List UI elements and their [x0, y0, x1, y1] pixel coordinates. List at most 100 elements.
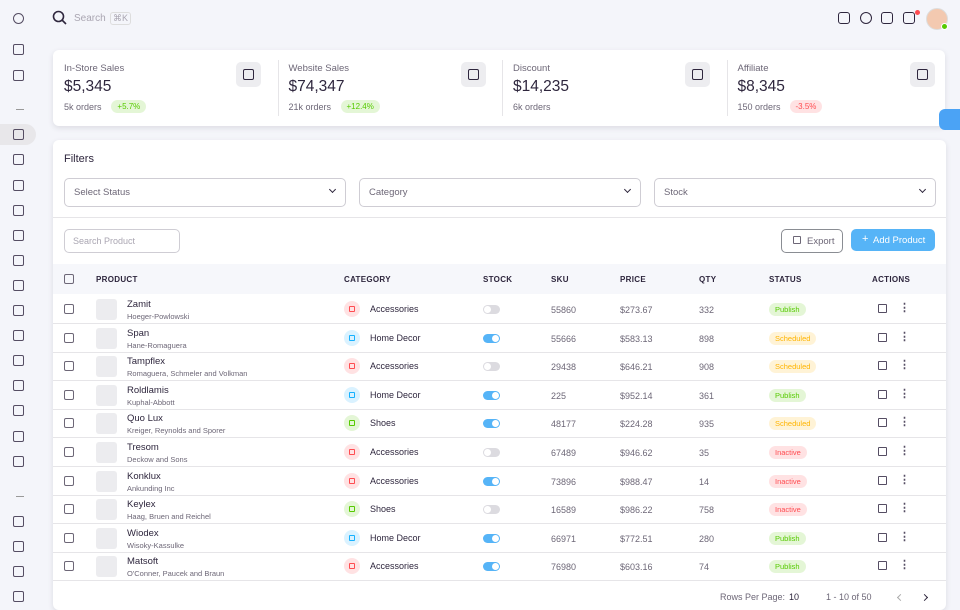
range: 1 - 10 of 50 — [826, 592, 872, 602]
edit-button[interactable] — [878, 475, 887, 485]
edit-button[interactable] — [878, 504, 887, 514]
more-button[interactable]: ⋮ — [899, 559, 910, 572]
product-search[interactable]: Search Product — [64, 229, 180, 253]
more-button[interactable]: ⋮ — [899, 445, 910, 457]
nav-icon[interactable] — [13, 70, 24, 81]
nav-icon[interactable] — [13, 330, 24, 341]
nav-icon[interactable] — [13, 44, 24, 55]
status-badge: Publish — [769, 303, 806, 316]
checkbox[interactable] — [64, 389, 74, 400]
product-image — [96, 499, 117, 521]
checkbox[interactable] — [64, 475, 74, 486]
more-button[interactable]: ⋮ — [899, 330, 910, 343]
more-button[interactable]: ⋮ — [899, 530, 910, 543]
checkbox[interactable] — [64, 561, 74, 572]
nav-icon[interactable] — [13, 280, 24, 291]
nav-icon[interactable] — [13, 541, 24, 552]
edit-button[interactable] — [878, 447, 887, 456]
stock-toggle[interactable] — [483, 305, 500, 314]
product-name: Tampflex — [127, 356, 166, 368]
checkbox[interactable] — [64, 447, 74, 457]
nav-icon[interactable] — [13, 305, 24, 316]
select[interactable]: Stock — [654, 178, 936, 207]
search-input[interactable]: Search — [74, 13, 106, 24]
product-image — [96, 442, 117, 463]
edit-button[interactable] — [878, 561, 887, 571]
category-glyph — [349, 391, 355, 398]
stock-toggle[interactable] — [483, 390, 500, 400]
checkbox[interactable] — [64, 361, 74, 372]
row-divider — [53, 551, 946, 553]
checkbox[interactable] — [64, 418, 74, 429]
top-icon[interactable] — [838, 12, 850, 24]
edit-button[interactable] — [878, 332, 887, 342]
more-button[interactable]: ⋮ — [899, 359, 910, 372]
checkbox[interactable] — [64, 504, 74, 515]
edit-button[interactable] — [878, 389, 887, 399]
export-button[interactable]: Export — [781, 229, 843, 253]
more-button[interactable]: ⋮ — [899, 473, 910, 486]
more-button[interactable]: ⋮ — [899, 502, 910, 515]
nav-icon[interactable] — [13, 205, 24, 216]
nav-icon[interactable] — [13, 13, 24, 24]
price: $986.22 — [620, 505, 653, 516]
more-button[interactable]: ⋮ — [899, 302, 910, 314]
edit-button[interactable] — [878, 361, 887, 371]
edit-button[interactable] — [878, 304, 887, 313]
stock-toggle[interactable] — [483, 562, 500, 572]
sku: 76980 — [551, 562, 577, 573]
search-icon — [52, 10, 67, 25]
nav-icon[interactable] — [13, 431, 24, 442]
edit-button[interactable] — [878, 418, 887, 428]
nav-icon[interactable] — [13, 591, 24, 602]
checkbox[interactable] — [64, 274, 74, 284]
divider — [16, 496, 24, 497]
nav-icon[interactable] — [13, 516, 24, 527]
edit-button[interactable] — [878, 532, 887, 542]
stock-toggle[interactable] — [483, 362, 500, 372]
stat-orders: 150 orders — [737, 102, 781, 112]
rows-select[interactable]: 10 — [789, 592, 800, 602]
select-label: Category — [369, 187, 408, 198]
product-name: Konklux — [127, 470, 161, 482]
settings-button[interactable] — [939, 109, 960, 130]
nav-icon[interactable] — [13, 405, 24, 416]
nav-icon[interactable] — [13, 355, 24, 366]
stock-toggle[interactable] — [483, 448, 500, 457]
top-icon[interactable] — [860, 12, 872, 24]
nav-icon[interactable] — [13, 154, 24, 165]
nav-icon[interactable] — [13, 566, 24, 577]
table-header — [53, 264, 946, 294]
product-image — [96, 556, 117, 578]
stock-toggle[interactable] — [483, 333, 500, 343]
more-button[interactable]: ⋮ — [899, 387, 910, 400]
nav-icon[interactable] — [13, 230, 24, 241]
nav-icon[interactable] — [13, 180, 24, 191]
top-icon[interactable] — [903, 12, 915, 24]
stock-toggle[interactable] — [483, 533, 500, 543]
add-button[interactable]: Add Product + — [851, 229, 935, 251]
nav-icon[interactable] — [13, 255, 24, 266]
product-brand: Wisoky-Kassulke — [127, 540, 185, 550]
qty: 898 — [699, 333, 715, 344]
sidebar — [0, 0, 48, 602]
nav-icon[interactable] — [13, 129, 24, 140]
category-icon — [344, 386, 360, 403]
more-button[interactable]: ⋮ — [899, 416, 910, 429]
status-dot — [941, 23, 948, 30]
select[interactable]: Category — [359, 178, 641, 207]
top-icon[interactable] — [881, 12, 893, 24]
nav-icon[interactable] — [13, 456, 24, 467]
stock-toggle[interactable] — [483, 419, 500, 429]
stock-toggle[interactable] — [483, 505, 500, 515]
select[interactable]: Select Status — [64, 178, 346, 207]
stat-title: Affiliate — [737, 63, 769, 74]
checkbox[interactable] — [64, 532, 74, 543]
column-header: SKU — [551, 275, 569, 284]
category-glyph — [349, 306, 355, 312]
nav-icon[interactable] — [13, 380, 24, 391]
checkbox[interactable] — [64, 332, 74, 343]
stock-toggle[interactable] — [483, 476, 500, 486]
checkbox[interactable] — [64, 304, 74, 314]
column-header: STOCK — [483, 275, 513, 284]
